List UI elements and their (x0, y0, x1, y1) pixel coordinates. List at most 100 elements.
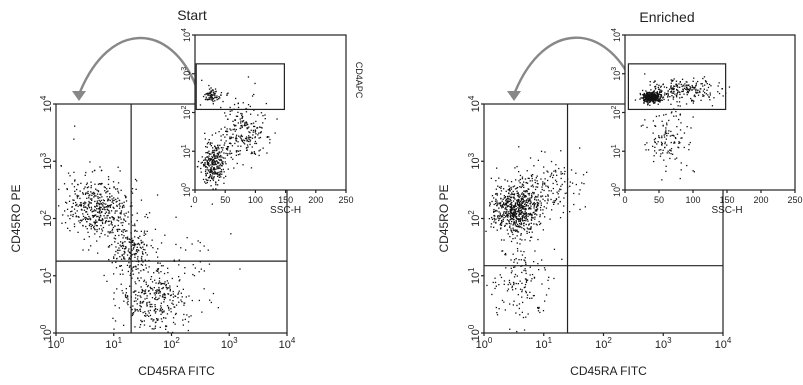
data-point (144, 298, 145, 299)
data-point (520, 239, 521, 240)
data-point (534, 217, 535, 218)
data-point (215, 88, 216, 89)
data-point (217, 99, 218, 100)
data-point (243, 102, 244, 103)
data-point (124, 220, 125, 221)
data-point (541, 151, 542, 152)
data-point (250, 106, 251, 107)
data-point (220, 173, 221, 174)
data-point (82, 225, 83, 226)
data-point (671, 81, 672, 82)
data-point (128, 211, 129, 212)
data-point (209, 165, 210, 166)
data-point (515, 231, 516, 232)
data-point (246, 111, 247, 112)
data-point (525, 278, 526, 279)
data-point (524, 220, 525, 221)
data-point (509, 223, 510, 224)
data-point (84, 217, 85, 218)
data-point (253, 126, 254, 127)
data-point (104, 208, 105, 209)
data-point (530, 180, 531, 181)
data-point (117, 243, 118, 244)
data-point (251, 152, 252, 153)
data-point (520, 201, 521, 202)
data-point (524, 200, 525, 201)
data-point (263, 148, 264, 149)
data-point (718, 85, 719, 86)
data-point (120, 212, 121, 213)
data-point (66, 202, 67, 203)
data-point (204, 270, 205, 271)
data-point (533, 186, 534, 187)
data-point (120, 217, 121, 218)
data-point (132, 225, 133, 226)
data-point (222, 147, 223, 148)
data-point (233, 167, 234, 168)
data-point (527, 233, 528, 234)
data-point (497, 230, 498, 231)
data-point (647, 97, 648, 98)
data-point (205, 166, 206, 167)
data-point (121, 203, 122, 204)
data-point (663, 99, 664, 100)
data-point (508, 284, 509, 285)
data-point (113, 258, 114, 259)
data-point (264, 114, 265, 115)
data-point (516, 305, 517, 306)
data-point (498, 284, 499, 285)
data-point (198, 240, 199, 241)
data-point (116, 258, 117, 259)
data-point (209, 89, 210, 90)
data-point (502, 214, 503, 215)
data-point (121, 210, 122, 211)
data-point (545, 185, 546, 186)
data-point (695, 90, 696, 91)
data-point (136, 269, 137, 270)
data-point (525, 262, 526, 263)
data-point (94, 195, 95, 196)
data-point (157, 262, 158, 263)
data-point (170, 289, 171, 290)
data-point (509, 204, 510, 205)
data-point (162, 321, 163, 322)
data-point (123, 235, 124, 236)
data-point (119, 229, 120, 230)
data-point (514, 185, 515, 186)
data-point (535, 196, 536, 197)
data-point (676, 101, 677, 102)
data-point (666, 139, 667, 140)
data-point (544, 267, 545, 268)
data-point (98, 203, 99, 204)
data-point (530, 237, 531, 238)
data-point (135, 230, 136, 231)
data-point (119, 204, 120, 205)
x-tick-label: 250 (787, 195, 802, 205)
data-point (86, 198, 87, 199)
data-point (214, 176, 215, 177)
data-point (503, 217, 504, 218)
data-point (528, 224, 529, 225)
data-point (219, 165, 220, 166)
data-point (543, 166, 544, 167)
data-point (520, 281, 521, 282)
data-point (671, 83, 672, 84)
data-point (234, 143, 235, 144)
data-point (244, 124, 245, 125)
data-point (556, 175, 557, 176)
data-point (514, 221, 515, 222)
data-point (151, 288, 152, 289)
data-point (122, 243, 123, 244)
data-point (522, 192, 523, 193)
data-point (532, 185, 533, 186)
data-point (142, 254, 143, 255)
data-point (100, 201, 101, 202)
data-point (522, 289, 523, 290)
data-point (509, 236, 510, 237)
x-tick-label: 200 (753, 195, 768, 205)
data-point (178, 276, 179, 277)
data-point (218, 153, 219, 154)
data-point (669, 149, 670, 150)
data-point (673, 135, 674, 136)
data-point (211, 143, 212, 144)
